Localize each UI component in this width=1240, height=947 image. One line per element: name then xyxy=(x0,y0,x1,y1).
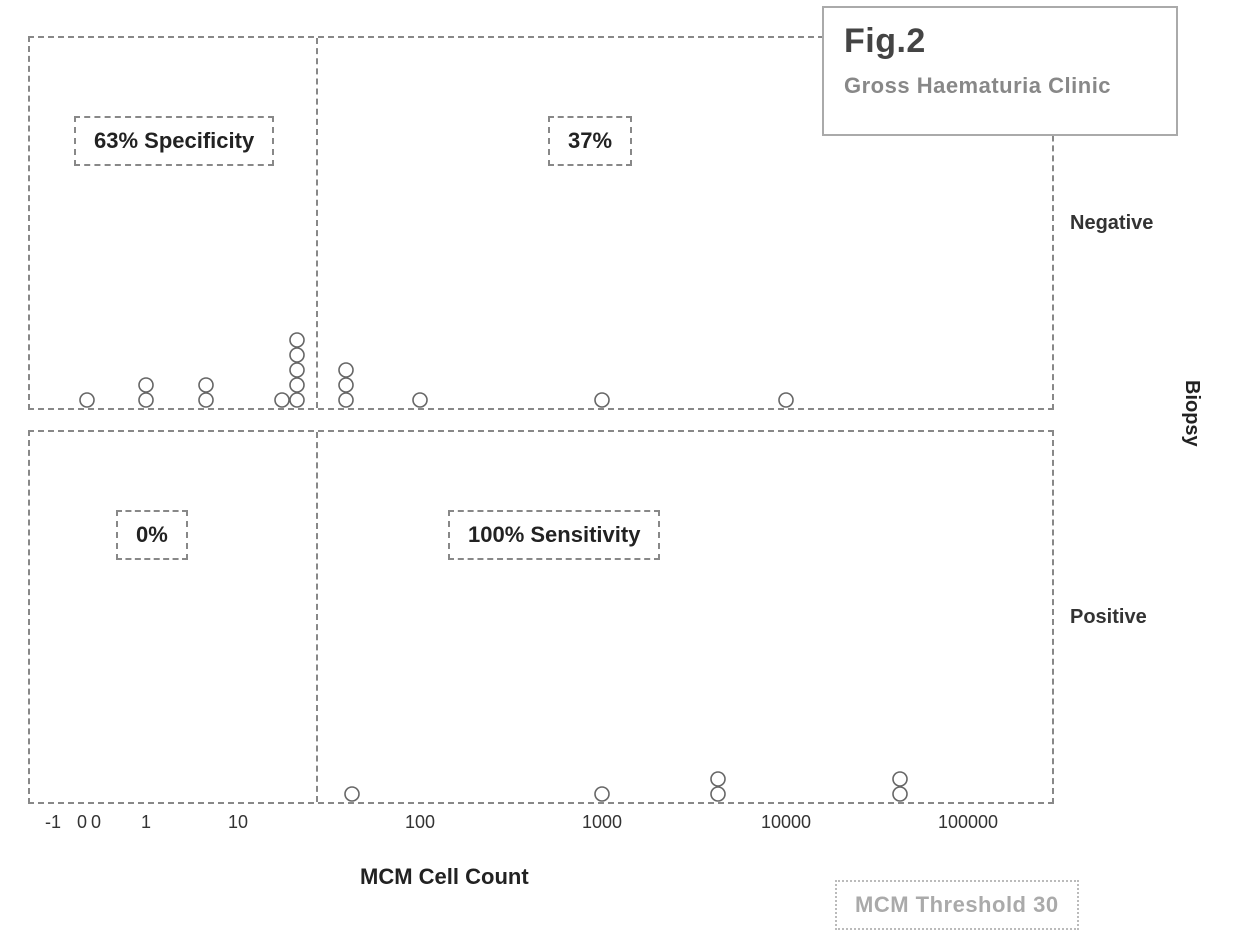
quad-label-negative-right: 37% xyxy=(548,116,632,166)
x-tick-label: 1000 xyxy=(582,812,622,833)
panel-positive xyxy=(28,430,1054,804)
x-tick-label: 0 xyxy=(91,812,101,833)
x-tick-label: 0 xyxy=(77,812,87,833)
figure-title-box: Fig.2 Gross Haematuria Clinic xyxy=(822,6,1178,136)
x-tick-label: 10000 xyxy=(761,812,811,833)
x-tick-label: 1 xyxy=(141,812,151,833)
row-label-negative: Negative xyxy=(1070,212,1153,235)
quad-label-positive-right: 100% Sensitivity xyxy=(448,510,660,560)
x-tick-label: 100 xyxy=(405,812,435,833)
x-axis-title: MCM Cell Count xyxy=(360,864,529,890)
x-tick-label: -1 xyxy=(45,812,61,833)
figure-subtitle: Gross Haematuria Clinic xyxy=(844,73,1156,99)
threshold-line-bottom xyxy=(316,432,318,802)
figure-canvas: Fig.2 Gross Haematuria Clinic 63% Specific… xyxy=(0,0,1240,947)
threshold-line-top xyxy=(316,38,318,408)
x-tick-label: 10 xyxy=(228,812,248,833)
threshold-label: MCM Threshold 30 xyxy=(835,880,1079,930)
quad-label-negative-left: 63% Specificity xyxy=(74,116,274,166)
y-axis-title: Biopsy xyxy=(1180,380,1203,447)
figure-title: Fig.2 xyxy=(844,22,1156,61)
quad-label-positive-left: 0% xyxy=(116,510,188,560)
x-tick-label: 100000 xyxy=(938,812,998,833)
row-label-positive: Positive xyxy=(1070,606,1147,629)
